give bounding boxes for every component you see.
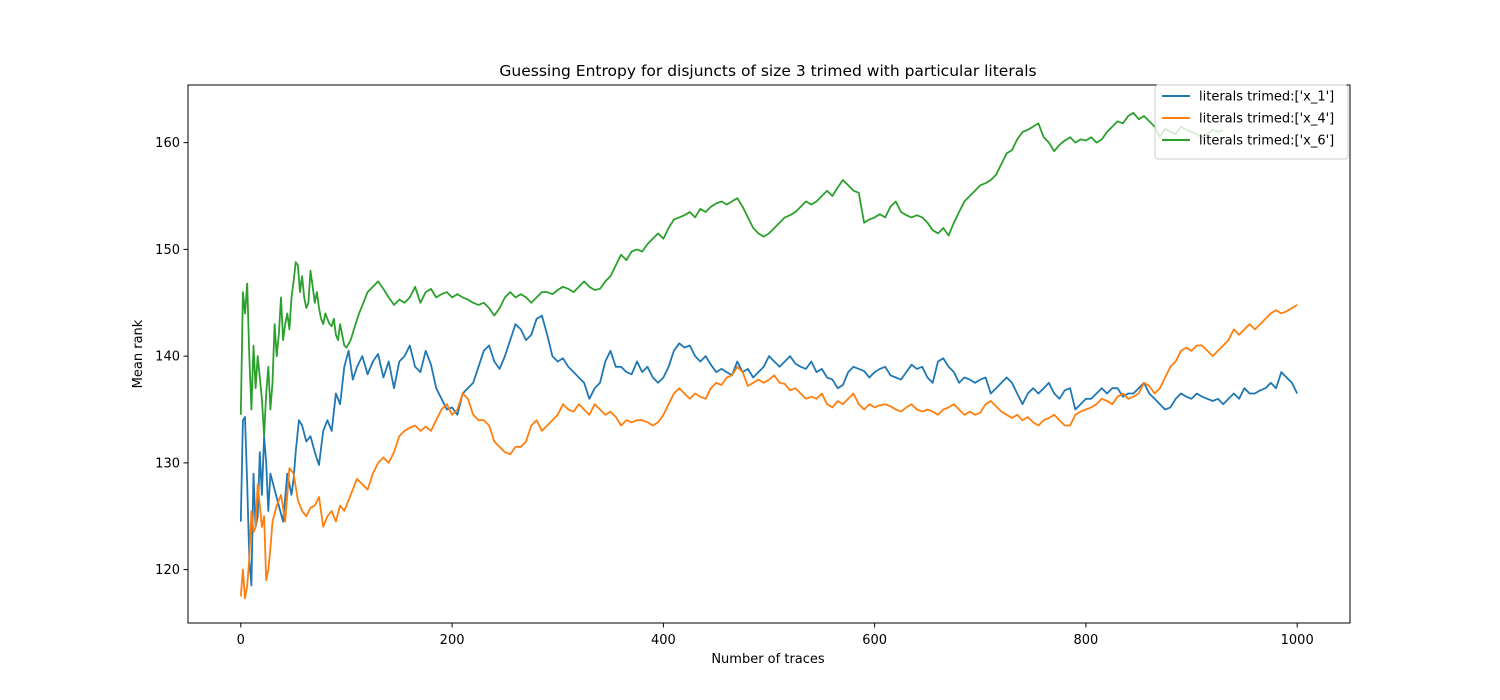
x-tick-label: 600 xyxy=(862,633,887,648)
legend-label-1: literals trimed:['x_1'] xyxy=(1199,90,1334,105)
legend: literals trimed:['x_1'] literals trimed:[… xyxy=(1154,84,1349,160)
series-line-2 xyxy=(239,304,1298,600)
plot-frame xyxy=(187,84,1351,624)
legend-box xyxy=(1154,84,1349,160)
legend-label-2: literals trimed:['x_4'] xyxy=(1199,112,1334,127)
legend-label-3: literals trimed:['x_6'] xyxy=(1199,134,1334,149)
chart-title: Guessing Entropy for disjuncts of size 3… xyxy=(499,62,1036,80)
plot-area xyxy=(239,111,1299,600)
series-line-1 xyxy=(239,314,1299,587)
y-axis-label: Mean rank xyxy=(131,319,146,388)
x-axis: 0 200 400 600 800 1000 xyxy=(237,623,1314,648)
y-axis: 120 130 140 150 160 xyxy=(155,136,188,578)
x-axis-label: Number of traces xyxy=(711,652,825,667)
x-tick-label: 400 xyxy=(651,633,676,648)
x-tick-label: 1000 xyxy=(1281,633,1314,648)
y-tick-label: 160 xyxy=(155,136,180,151)
x-tick-label: 200 xyxy=(440,633,465,648)
y-tick-label: 130 xyxy=(155,456,180,471)
y-tick-label: 150 xyxy=(155,243,180,258)
series-line-3 xyxy=(239,111,1224,438)
y-tick-label: 140 xyxy=(155,350,180,365)
y-tick-label: 120 xyxy=(155,563,180,578)
x-tick-label: 800 xyxy=(1073,633,1098,648)
x-tick-label: 0 xyxy=(237,633,245,648)
